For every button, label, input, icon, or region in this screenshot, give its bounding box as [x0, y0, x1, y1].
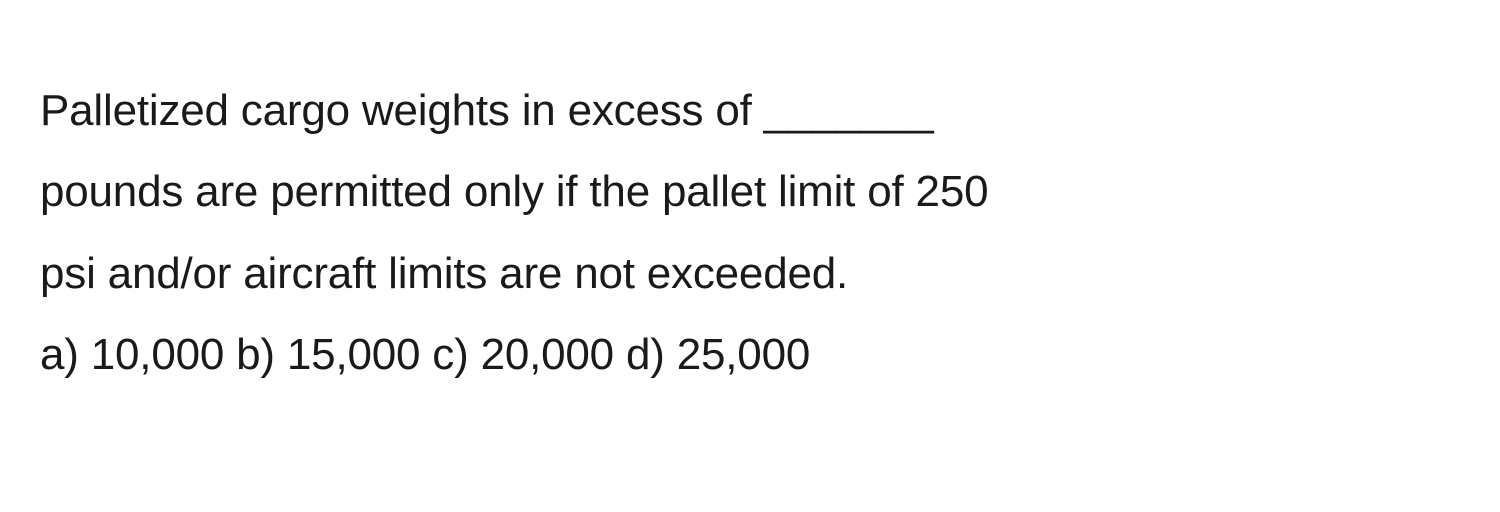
question-stem-line-2: pounds are permitted only if the pallet … [40, 167, 988, 216]
question-stem-line-1: Palletized cargo weights in excess of __… [40, 86, 934, 135]
question-text-block: Palletized cargo weights in excess of __… [40, 70, 1120, 396]
question-stem-line-3: psi and/or aircraft limits are not excee… [40, 249, 848, 298]
question-container: Palletized cargo weights in excess of __… [0, 0, 1160, 436]
question-options: a) 10,000 b) 15,000 c) 20,000 d) 25,000 [40, 330, 810, 379]
